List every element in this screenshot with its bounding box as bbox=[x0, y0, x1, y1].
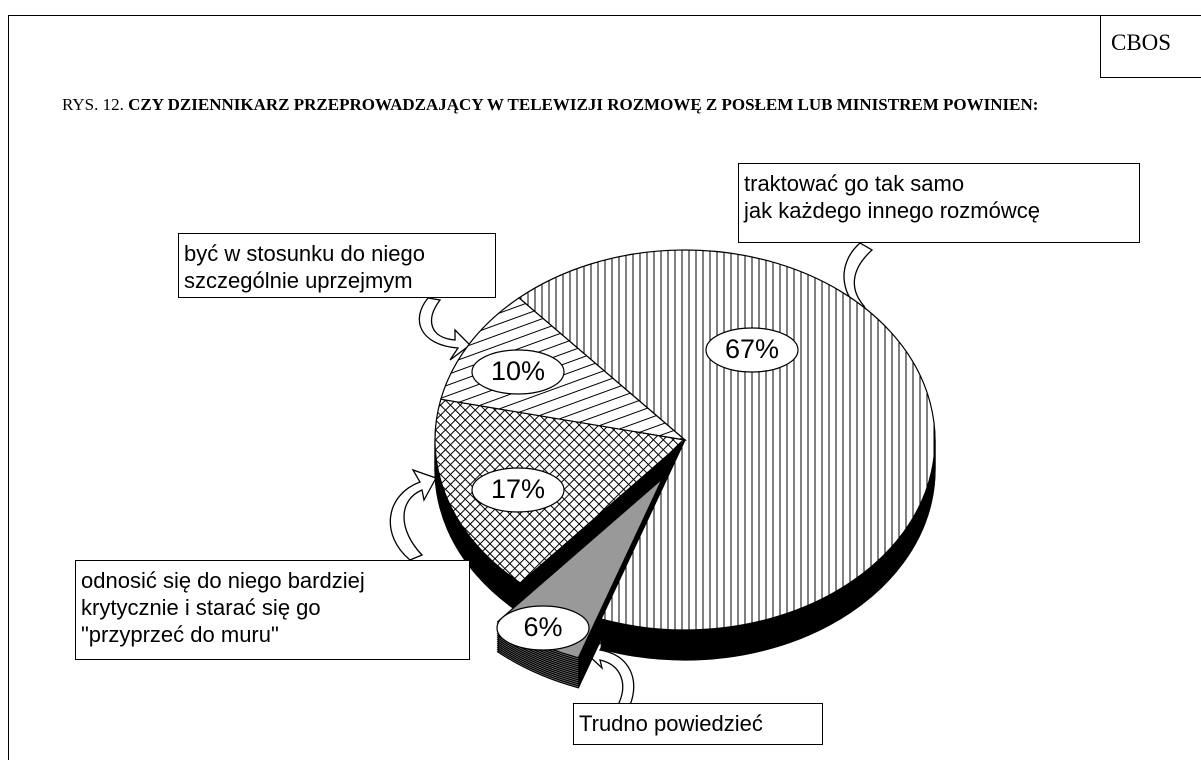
category-label: odnosić się do niego bardziej krytycznie… bbox=[75, 560, 470, 660]
category-label: być w stosunku do niego szczególnie uprz… bbox=[178, 233, 496, 298]
value-label-bg bbox=[471, 467, 565, 513]
value-label-bg bbox=[496, 605, 590, 651]
value-label-bg bbox=[471, 349, 565, 395]
title-block: RYS. 12. CZY DZIENNIKARZ PRZEPROWADZAJĄC… bbox=[62, 90, 1201, 120]
category-label: Trudno powiedzieć bbox=[573, 703, 823, 745]
source: CBOS bbox=[1100, 16, 1201, 78]
value-label: 10% bbox=[491, 356, 545, 386]
chart-title: CZY DZIENNIKARZ PRZEPROWADZAJĄCY W TELEW… bbox=[128, 95, 1039, 114]
value-label: 17% bbox=[491, 474, 545, 504]
pie: 67% 6% 17% 10% bbox=[434, 249, 936, 689]
slice bbox=[518, 249, 936, 631]
value-label: 67% bbox=[725, 334, 779, 364]
figure-label: RYS. 12. bbox=[62, 95, 124, 114]
value-label-bg bbox=[705, 327, 799, 373]
frame bbox=[8, 15, 1201, 760]
value-label: 6% bbox=[523, 612, 562, 642]
category-label: traktować go tak samo jak każdego innego… bbox=[738, 163, 1140, 243]
